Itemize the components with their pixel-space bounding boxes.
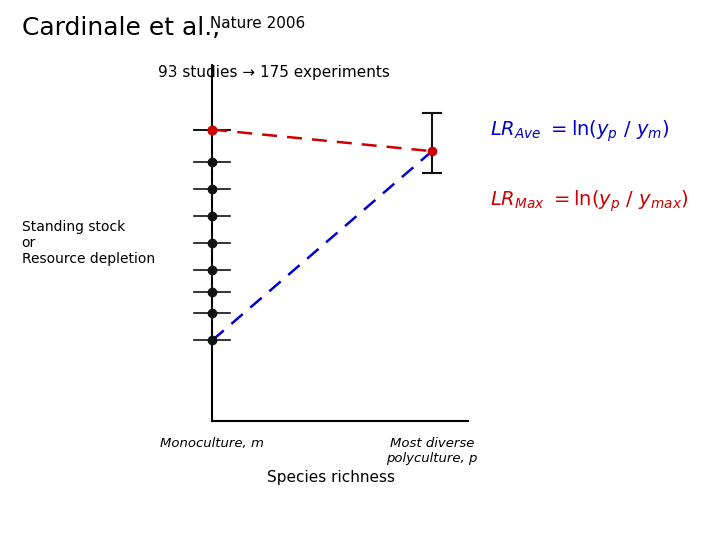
Text: Most diverse
polyculture, p: Most diverse polyculture, p <box>387 437 477 465</box>
Text: 93 studies → 175 experiments: 93 studies → 175 experiments <box>158 65 390 80</box>
Text: Standing stock
or
Resource depletion: Standing stock or Resource depletion <box>22 220 155 266</box>
Text: Nature 2006: Nature 2006 <box>205 16 305 31</box>
Text: Species richness: Species richness <box>267 470 395 485</box>
Text: Monoculture, m: Monoculture, m <box>161 437 264 450</box>
Text: $\mathit{LR}_{\mathit{Ave}}$$\ = \ln(y_p\ /\ y_m)$: $\mathit{LR}_{\mathit{Ave}}$$\ = \ln(y_p… <box>490 119 670 144</box>
Text: $\mathit{LR}_{\mathit{Max}}$$\ = \ln(y_p\ /\ y_{max})$: $\mathit{LR}_{\mathit{Max}}$$\ = \ln(y_p… <box>490 189 688 214</box>
Text: Cardinale et al.,: Cardinale et al., <box>22 16 220 40</box>
